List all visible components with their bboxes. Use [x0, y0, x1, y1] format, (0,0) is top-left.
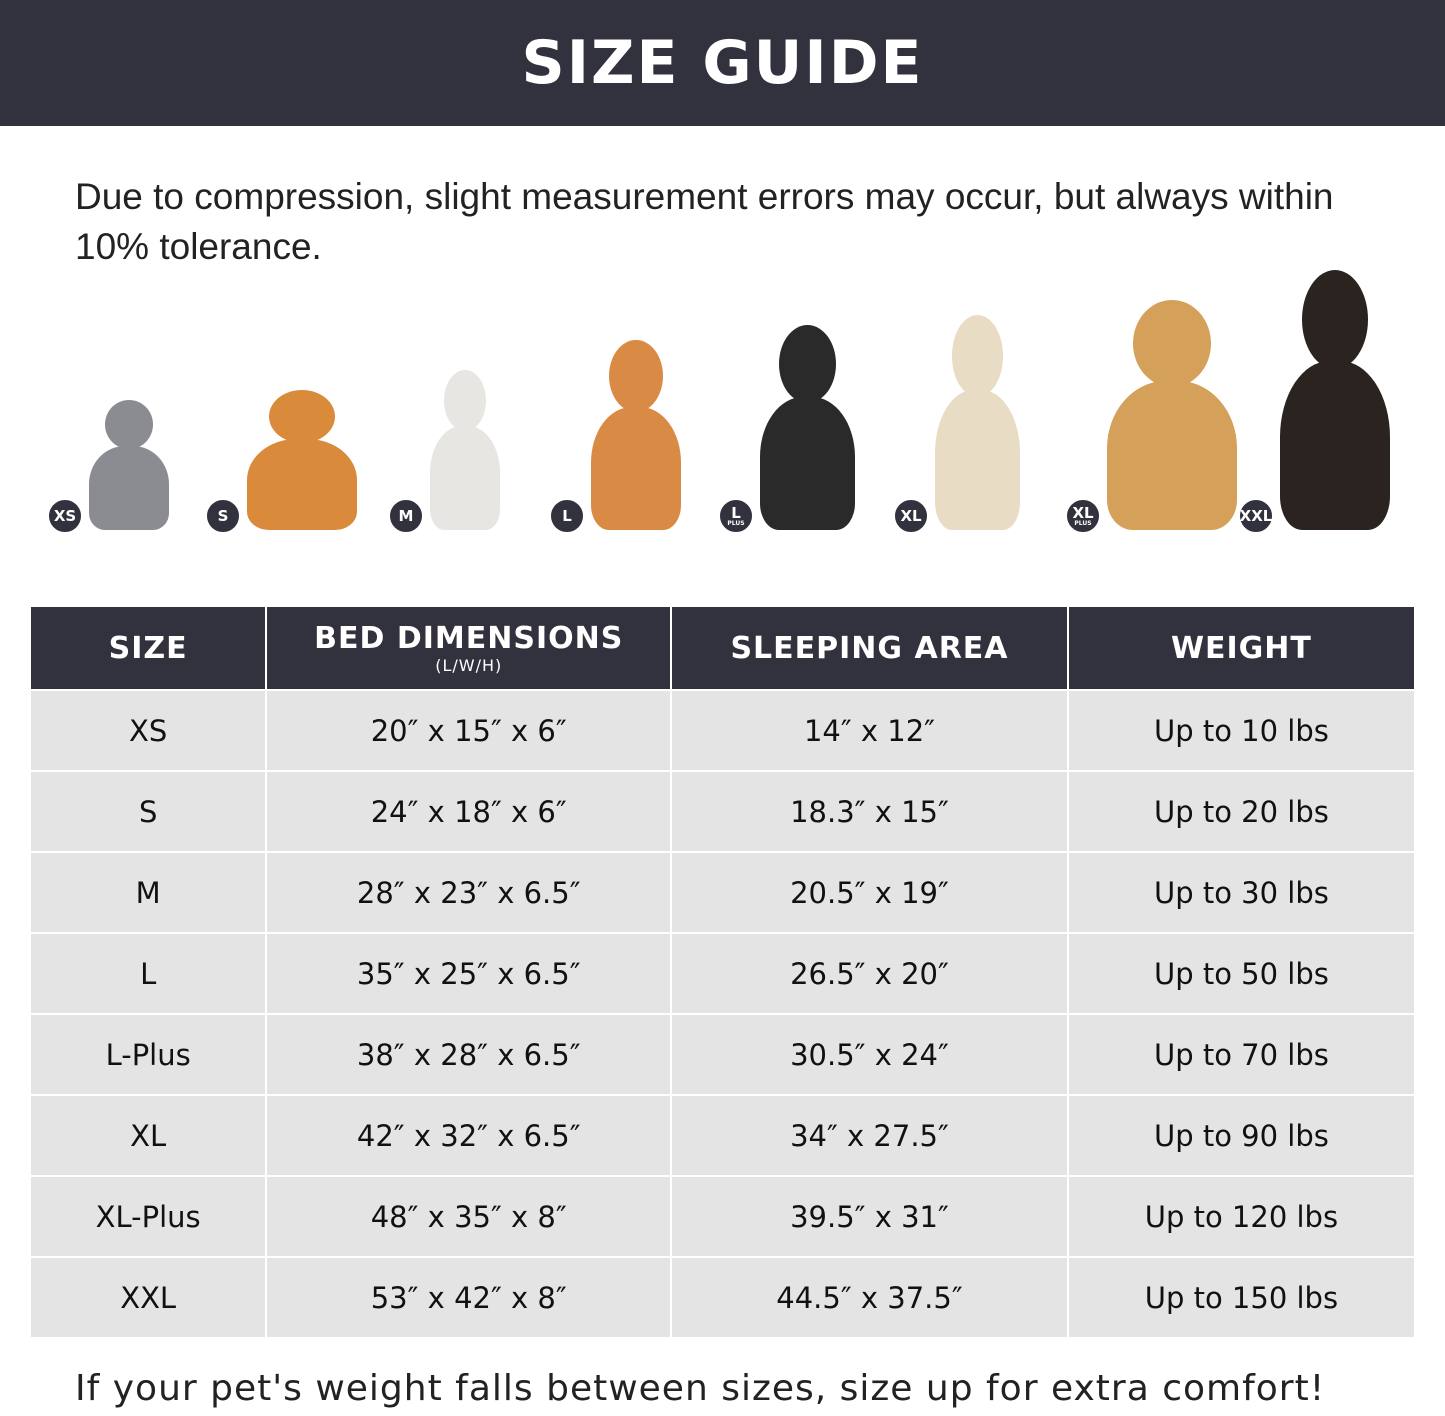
table-cell: 26.5″ x 20″ — [670, 932, 1069, 1015]
table-cell: Up to 30 lbs — [1066, 851, 1417, 934]
column-header: SLEEPING AREA — [670, 605, 1069, 691]
table-row: L 35″ x 25″ x 6.5″ 26.5″ x 20″ Up to 50 lbs — [28, 932, 1417, 1015]
table-row: S 24″ x 18″ x 6″ 18.3″ x 15″ Up to 20 lbs — [28, 770, 1417, 853]
golden-retriever-image — [1107, 300, 1237, 530]
column-header: BED DIMENSIONS (L/W/H) — [265, 605, 673, 691]
size-badge-l: L — [550, 499, 584, 533]
badge-label: S — [217, 506, 229, 525]
badge-label: XS — [53, 506, 77, 525]
table-cell: XS — [28, 689, 268, 772]
table-cell: Up to 20 lbs — [1066, 770, 1417, 853]
table-header-row: SIZE BED DIMENSIONS (L/W/H) SLEEPING AREA WE… — [28, 605, 1417, 691]
page-title: SIZE GUIDE — [521, 28, 924, 98]
column-header-label: WEIGHT — [1170, 630, 1312, 666]
table-cell: 28″ x 23″ x 6.5″ — [265, 851, 673, 934]
column-header-label: BED DIMENSIONS — [314, 621, 624, 656]
column-header-label: SLEEPING AREA — [730, 630, 1009, 666]
labrador-image — [935, 315, 1020, 530]
table-cell: XL-Plus — [28, 1175, 268, 1258]
column-header-label: SIZE — [108, 630, 188, 666]
table-cell: Up to 50 lbs — [1066, 932, 1417, 1015]
table-cell: 34″ x 27.5″ — [670, 1094, 1069, 1177]
cat-image — [89, 400, 169, 530]
column-header-sub: (L/W/H) — [435, 656, 503, 675]
table-row: M 28″ x 23″ x 6.5″ 20.5″ x 19″ Up to 30 lbs — [28, 851, 1417, 934]
badge-label: XL — [900, 506, 922, 525]
table-cell: 44.5″ x 37.5″ — [670, 1256, 1069, 1339]
table-cell: 35″ x 25″ x 6.5″ — [265, 932, 673, 1015]
table-cell: 18.3″ x 15″ — [670, 770, 1069, 853]
size-badge-xl: XL — [894, 499, 928, 533]
table-cell: M — [28, 851, 268, 934]
badge-label: L — [562, 506, 572, 525]
pomeranian-image — [247, 390, 357, 530]
badge-label: XXL — [1239, 506, 1273, 525]
size-badge-xxl: XXL — [1239, 499, 1273, 533]
sizing-tip: If your pet's weight falls between sizes… — [75, 1368, 1326, 1409]
table-cell: Up to 70 lbs — [1066, 1013, 1417, 1096]
column-header: WEIGHT — [1066, 605, 1417, 691]
table-cell: L-Plus — [28, 1013, 268, 1096]
table-cell: XXL — [28, 1256, 268, 1339]
table-cell: S — [28, 770, 268, 853]
size-badge-l-plus: L PLUS — [719, 499, 753, 533]
table-cell: Up to 120 lbs — [1066, 1175, 1417, 1258]
table-cell: Up to 90 lbs — [1066, 1094, 1417, 1177]
table-cell: 14″ x 12″ — [670, 689, 1069, 772]
french-bulldog-image — [430, 370, 500, 530]
size-badge-m: M — [389, 499, 423, 533]
badge-label: M — [398, 506, 414, 525]
table-cell: Up to 10 lbs — [1066, 689, 1417, 772]
table-row: L-Plus 38″ x 28″ x 6.5″ 30.5″ x 24″ Up to 7… — [28, 1013, 1417, 1096]
badge-label: L — [731, 503, 741, 522]
table-row: XS 20″ x 15″ x 6″ 14″ x 12″ Up to 10 lbs — [28, 689, 1417, 772]
column-header: SIZE — [28, 605, 268, 691]
table-cell: 38″ x 28″ x 6.5″ — [265, 1013, 673, 1096]
tolerance-note: Due to compression, slight measurement e… — [75, 176, 1334, 267]
size-badge-xl-plus: XL PLUS — [1066, 499, 1100, 533]
table-cell: Up to 150 lbs — [1066, 1256, 1417, 1339]
table-cell: 48″ x 35″ x 8″ — [265, 1175, 673, 1258]
table-cell: 20.5″ x 19″ — [670, 851, 1069, 934]
border-collie-image — [760, 325, 855, 530]
badge-sub-label: PLUS — [1074, 519, 1092, 527]
table-row: XL-Plus 48″ x 35″ x 8″ 39.5″ x 31″ Up to 12… — [28, 1175, 1417, 1258]
table-cell: 53″ x 42″ x 8″ — [265, 1256, 673, 1339]
table-cell: 20″ x 15″ x 6″ — [265, 689, 673, 772]
table-cell: L — [28, 932, 268, 1015]
table-cell: 24″ x 18″ x 6″ — [265, 770, 673, 853]
table-cell: 30.5″ x 24″ — [670, 1013, 1069, 1096]
shiba-inu-image — [591, 340, 681, 530]
size-guide-header: SIZE GUIDE — [0, 0, 1445, 126]
table-cell: 39.5″ x 31″ — [670, 1175, 1069, 1258]
badge-label: XL — [1072, 503, 1094, 522]
size-badge-xs: XS — [48, 499, 82, 533]
doberman-image — [1280, 270, 1390, 530]
table-cell: 42″ x 32″ x 6.5″ — [265, 1094, 673, 1177]
table-cell: XL — [28, 1094, 268, 1177]
badge-sub-label: PLUS — [727, 519, 745, 527]
size-table: SIZE BED DIMENSIONS (L/W/H) SLEEPING AREA WE… — [28, 605, 1417, 1339]
size-badge-s: S — [206, 499, 240, 533]
table-row: XXL 53″ x 42″ x 8″ 44.5″ x 37.5″ Up to 150 … — [28, 1256, 1417, 1339]
table-row: XL 42″ x 32″ x 6.5″ 34″ x 27.5″ Up to 90 lb… — [28, 1094, 1417, 1177]
